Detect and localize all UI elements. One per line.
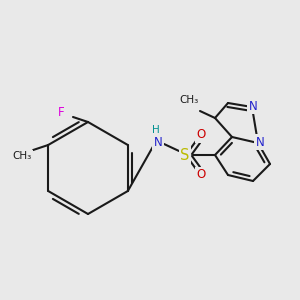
Text: O: O [196, 169, 206, 182]
Text: CH₃: CH₃ [13, 151, 32, 161]
Text: N: N [154, 136, 162, 148]
Text: S: S [180, 148, 190, 163]
Text: CH₃: CH₃ [179, 95, 199, 105]
Text: H: H [152, 125, 160, 135]
Text: N: N [249, 100, 257, 112]
Text: N: N [256, 136, 264, 148]
Text: O: O [196, 128, 206, 142]
Text: F: F [58, 106, 64, 119]
